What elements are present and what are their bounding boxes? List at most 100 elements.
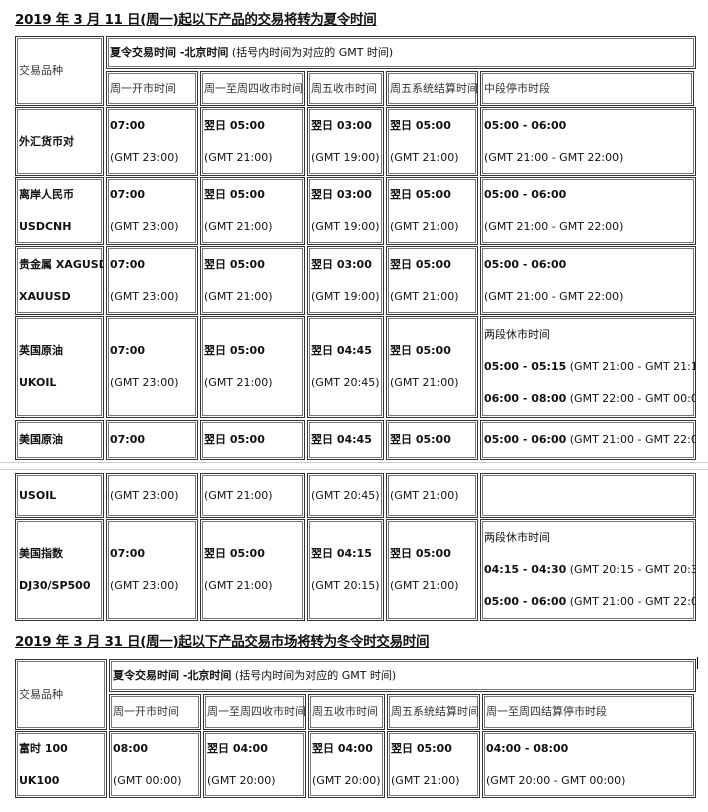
time-bold: 翌日 05:00 <box>390 257 451 271</box>
section2-title: 2019 年 3 月 31 日(周一)起以下产品交易市场将转为冬令时交易时间 <box>15 634 430 650</box>
column-header: 周五系统结算时间 <box>387 694 480 730</box>
group-header-text: 夏令交易时间 -北京时间 (括号内时间为对应的 GMT 时间) <box>113 660 695 691</box>
data-cell: 07:00 (GMT 23:00) <box>106 316 198 418</box>
row-name: 贵金属 XAGUSD/ <box>19 257 104 271</box>
cell-line: 翌日 05:00 <box>204 424 304 456</box>
time-note: (GMT 23:00) <box>110 376 179 389</box>
time-note: (GMT 19:00) <box>311 289 380 303</box>
column-header-label: 周一至周四收市时间 <box>204 81 303 95</box>
cell-line: 07:00 <box>110 424 197 456</box>
row-name-cell: 富时 100 UK100 <box>15 731 107 798</box>
time-bold: 翌日 05:00 <box>390 547 451 560</box>
data-cell: 翌日 05:00 (GMT 21:00) <box>386 246 478 315</box>
cell-line: (GMT 00:00) <box>113 765 200 797</box>
column-header: 中段停市时段 <box>480 71 694 106</box>
cell-line: 翌日 04:45 <box>311 424 383 456</box>
column-header: 周一开市时间 <box>106 71 198 106</box>
column-header: 周一开市时间 <box>109 694 201 730</box>
time-note: (GMT 20:15 - GMT 20:30) <box>566 563 696 576</box>
cell-line: 翌日 05:00 <box>204 110 304 142</box>
row-name-cell: 外汇货币对 <box>15 107 104 176</box>
time-bold: 翌日 05:00 <box>204 433 265 446</box>
item-header-label: 交易品种 <box>19 64 63 77</box>
cell-line: (GMT 21:00) <box>204 480 304 512</box>
cell-line: 翌日 04:45 <box>311 335 383 367</box>
data-cell: 05:00 - 06:00 (GMT 21:00 - GMT 22:00) <box>480 107 696 176</box>
row-name: 美国原油 <box>19 433 63 446</box>
row-name-cell: USOIL <box>15 473 104 518</box>
time-bold: 翌日 04:15 <box>311 547 372 560</box>
row-name: 美国指数 <box>19 547 63 560</box>
cell-line: (GMT 21:00) <box>390 211 477 243</box>
time-bold: 06:00 - 08:00 <box>484 392 567 405</box>
data-cell: (GMT 21:00) <box>386 473 478 518</box>
data-cell: 04:00 - 08:00 (GMT 20:00 - GMT 00:00) <box>482 731 696 798</box>
row-name: DJ30/SP500 <box>19 579 91 592</box>
time-bold: 07:00 <box>110 547 146 560</box>
cell-line: 翌日 05:00 <box>390 110 477 142</box>
time-note: (GMT 20:00) <box>207 773 276 787</box>
cell-line: (GMT 21:00) <box>204 281 304 313</box>
time-bold: 07:00 <box>110 344 146 357</box>
column-header: 周一至周四收市时间 <box>203 694 306 730</box>
cell-line: (GMT 19:00) <box>311 142 383 174</box>
time-bold: 07:00 <box>110 188 146 201</box>
cell-line: 翌日 05:00 <box>390 538 477 570</box>
cell-line: (GMT 20:45) <box>311 367 383 399</box>
data-cell: 翌日 05:00 (GMT 21:00) <box>200 519 305 621</box>
data-cell: 翌日 05:00 (GMT 21:00) <box>200 246 305 315</box>
cell-line: (GMT 23:00) <box>110 281 197 313</box>
cell-line: (GMT 23:00) <box>110 480 197 512</box>
row-name: 英国原油 <box>19 344 63 357</box>
cell-line: (GMT 21:00) <box>390 281 477 313</box>
group-header-cell: 夏令交易时间 -北京时间 (括号内时间为对应的 GMT 时间) <box>106 36 696 69</box>
time-bold: 08:00 <box>113 741 149 755</box>
time-note: (GMT 23:00) <box>110 220 179 233</box>
column-header-label: 周一开市时间 <box>113 705 179 718</box>
cell-line: 两段休市时间 <box>484 522 695 554</box>
time-note: (GMT 21:00) <box>390 289 459 303</box>
cell-line: 05:00 - 05:15 (GMT 21:00 - GMT 21:15) <box>484 351 695 383</box>
row-name: 富时 100 <box>19 741 68 755</box>
data-cell: 翌日 05:00 (GMT 21:00) <box>386 316 478 418</box>
cell-line: 07:00 <box>110 538 197 570</box>
cell-line: 05:00 - 06:00 <box>484 110 695 142</box>
cell-line: 07:00 <box>110 110 197 142</box>
data-cell: 两段休市时间 05:00 - 05:15 (GMT 21:00 - GMT 21:… <box>480 316 696 418</box>
time-bold: 翌日 03:00 <box>311 257 372 271</box>
group-header-text: 夏令交易时间 -北京时间 (括号内时间为对应的 GMT 时间) <box>110 37 695 68</box>
cell-line: 翌日 05:00 <box>391 733 479 765</box>
time-note: (GMT 21:00 - GMT 21:15) <box>566 360 696 373</box>
group-header-cell: 夏令交易时间 -北京时间 (括号内时间为对应的 GMT 时间) <box>109 659 696 692</box>
cell-line: 翌日 04:00 <box>207 733 305 765</box>
group-header-bold: 夏令交易时间 -北京时间 <box>110 45 229 59</box>
data-cell: 翌日 04:00 (GMT 20:00) <box>203 731 306 798</box>
column-header: 周五系统结算时间 <box>386 71 478 106</box>
row-name-cell: 美国原油 <box>15 420 104 460</box>
time-note: (GMT 21:00) <box>204 488 273 502</box>
row-name: UKOIL <box>19 376 57 389</box>
data-cell: 08:00 (GMT 00:00) <box>109 731 201 798</box>
time-note: 两段休市时间 <box>484 328 550 341</box>
time-bold: 05:00 - 06:00 <box>484 595 567 608</box>
cell-line: (GMT 21:00) <box>390 367 477 399</box>
cell-line: (GMT 21:00) <box>204 367 304 399</box>
data-cell: 07:00 (GMT 23:00) <box>106 177 198 245</box>
cell-line: 06:00 - 08:00 (GMT 22:00 - GMT 00:00) <box>484 383 695 415</box>
cell-line: (GMT 21:00 - GMT 22:00) <box>484 142 695 174</box>
time-note: (GMT 21:00) <box>390 376 459 389</box>
row-name-cell: 美国指数 DJ30/SP500 <box>15 519 104 621</box>
cell-line: (GMT 21:00 - GMT 22:00) <box>484 281 695 313</box>
cell-line: (GMT 20:45) <box>311 480 383 512</box>
cell-line: (GMT 20:00) <box>207 765 305 797</box>
cell-line: 翌日 05:00 <box>204 538 304 570</box>
time-note: (GMT 20:00 - GMT 00:00) <box>486 773 626 787</box>
cell-line: 翌日 05:00 <box>204 335 304 367</box>
time-note: (GMT 23:00) <box>110 150 179 164</box>
time-note: (GMT 21:00) <box>204 220 273 233</box>
time-note: (GMT 19:00) <box>311 220 380 233</box>
data-cell: 翌日 05:00 (GMT 21:00) <box>386 519 478 621</box>
time-note: (GMT 20:00) <box>312 773 381 787</box>
cell-line: (GMT 20:15) <box>311 570 383 602</box>
time-bold: 04:00 - 08:00 <box>486 741 569 755</box>
